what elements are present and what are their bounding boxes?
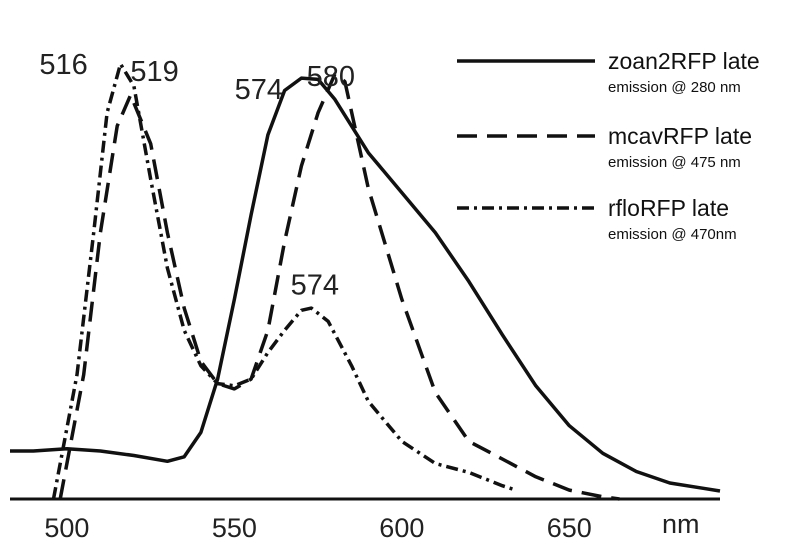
peak-label: 580 — [307, 61, 355, 93]
legend-series-name: rfloRFP late — [608, 195, 729, 221]
axes: 500 550 600 650 nm — [10, 497, 720, 543]
series-line-1 — [10, 76, 721, 493]
peak-label: 574 — [291, 270, 339, 302]
legend-series-name: mcavRFP late — [608, 123, 752, 149]
x-tick-label: 500 — [44, 513, 89, 543]
peak-annotations: 516 519 574 580 574 — [39, 49, 355, 302]
x-tick-label: 650 — [547, 513, 592, 543]
peak-label: 516 — [39, 49, 87, 81]
x-tick-label: 600 — [379, 513, 424, 543]
peak-label: 574 — [235, 74, 283, 106]
series-lines — [10, 62, 721, 501]
legend-series-subtitle: emission @ 475 nm — [608, 154, 741, 171]
x-tick-label: 550 — [212, 513, 257, 543]
legend-series-subtitle: emission @ 470nm — [608, 226, 737, 243]
legend-series-subtitle: emission @ 280 nm — [608, 79, 741, 96]
legend-series-name: zoan2RFP late — [608, 48, 760, 74]
x-axis-unit-label: nm — [662, 509, 700, 539]
legend: zoan2RFP late emission @ 280 nm mcavRFP la… — [457, 48, 760, 243]
peak-label: 519 — [130, 56, 178, 88]
series-line-3 — [51, 62, 517, 500]
